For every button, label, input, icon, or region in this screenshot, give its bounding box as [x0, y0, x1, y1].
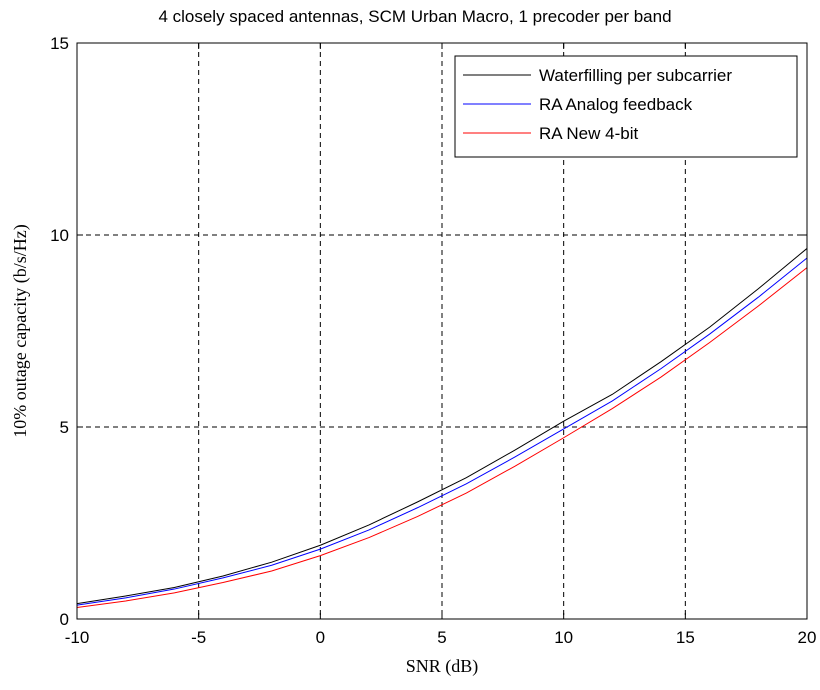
tick-layer: -10 -5 0 5 10 15 20 0 5 10 15: [50, 34, 816, 647]
y-tick-label: 5: [60, 418, 69, 437]
series-layer: [76, 248, 808, 608]
series-line-3: [76, 267, 808, 608]
y-tick-label: 10: [50, 226, 69, 245]
x-tick-label: 20: [798, 628, 817, 647]
legend-label-2: RA Analog feedback: [539, 95, 693, 114]
legend-label-1: Waterfilling per subcarrier: [539, 66, 732, 85]
chart-title: 4 closely spaced antennas, SCM Urban Mac…: [158, 7, 671, 26]
grid-layer: [77, 43, 807, 619]
legend-label-3: RA New 4-bit: [539, 124, 638, 143]
y-tick-label: 0: [60, 610, 69, 629]
series-line-2: [76, 257, 808, 606]
x-tick-label: 5: [437, 628, 446, 647]
x-tick-label: 10: [554, 628, 573, 647]
x-tick-label: -10: [65, 628, 90, 647]
legend-box: [454, 55, 798, 158]
x-tick-label: 15: [676, 628, 695, 647]
x-tick-label: 0: [316, 628, 325, 647]
y-tick-label: 15: [50, 34, 69, 53]
y-axis-label: 10% outage capacity (b/s/Hz): [10, 224, 31, 437]
series-line-1: [76, 248, 808, 605]
x-tick-label: -5: [191, 628, 206, 647]
legend: Waterfilling per subcarrier RA Analog fee…: [454, 55, 798, 158]
x-axis-label: SNR (dB): [406, 656, 479, 677]
